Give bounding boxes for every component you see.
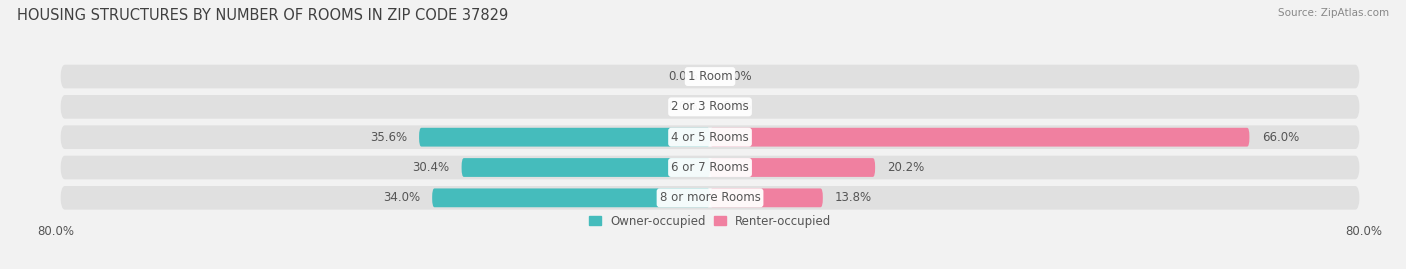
FancyBboxPatch shape: [60, 186, 1360, 210]
Text: 4 or 5 Rooms: 4 or 5 Rooms: [671, 131, 749, 144]
FancyBboxPatch shape: [60, 125, 1360, 149]
Text: HOUSING STRUCTURES BY NUMBER OF ROOMS IN ZIP CODE 37829: HOUSING STRUCTURES BY NUMBER OF ROOMS IN…: [17, 8, 508, 23]
FancyBboxPatch shape: [60, 95, 1360, 119]
FancyBboxPatch shape: [419, 128, 710, 147]
Text: 0.0%: 0.0%: [723, 100, 752, 113]
Text: 1 Room: 1 Room: [688, 70, 733, 83]
Text: Source: ZipAtlas.com: Source: ZipAtlas.com: [1278, 8, 1389, 18]
Text: 66.0%: 66.0%: [1261, 131, 1299, 144]
Text: 2 or 3 Rooms: 2 or 3 Rooms: [671, 100, 749, 113]
Text: 34.0%: 34.0%: [382, 191, 420, 204]
FancyBboxPatch shape: [710, 128, 1250, 147]
FancyBboxPatch shape: [461, 158, 710, 177]
Legend: Owner-occupied, Renter-occupied: Owner-occupied, Renter-occupied: [589, 215, 831, 228]
FancyBboxPatch shape: [710, 158, 875, 177]
Text: 6 or 7 Rooms: 6 or 7 Rooms: [671, 161, 749, 174]
Text: 0.0%: 0.0%: [723, 70, 752, 83]
FancyBboxPatch shape: [60, 156, 1360, 179]
FancyBboxPatch shape: [60, 65, 1360, 89]
FancyBboxPatch shape: [710, 189, 823, 207]
Text: 13.8%: 13.8%: [835, 191, 872, 204]
Text: 0.0%: 0.0%: [668, 70, 697, 83]
FancyBboxPatch shape: [432, 189, 710, 207]
Text: 35.6%: 35.6%: [370, 131, 406, 144]
Text: 0.0%: 0.0%: [668, 100, 697, 113]
Text: 30.4%: 30.4%: [412, 161, 450, 174]
Text: 8 or more Rooms: 8 or more Rooms: [659, 191, 761, 204]
Text: 20.2%: 20.2%: [887, 161, 925, 174]
